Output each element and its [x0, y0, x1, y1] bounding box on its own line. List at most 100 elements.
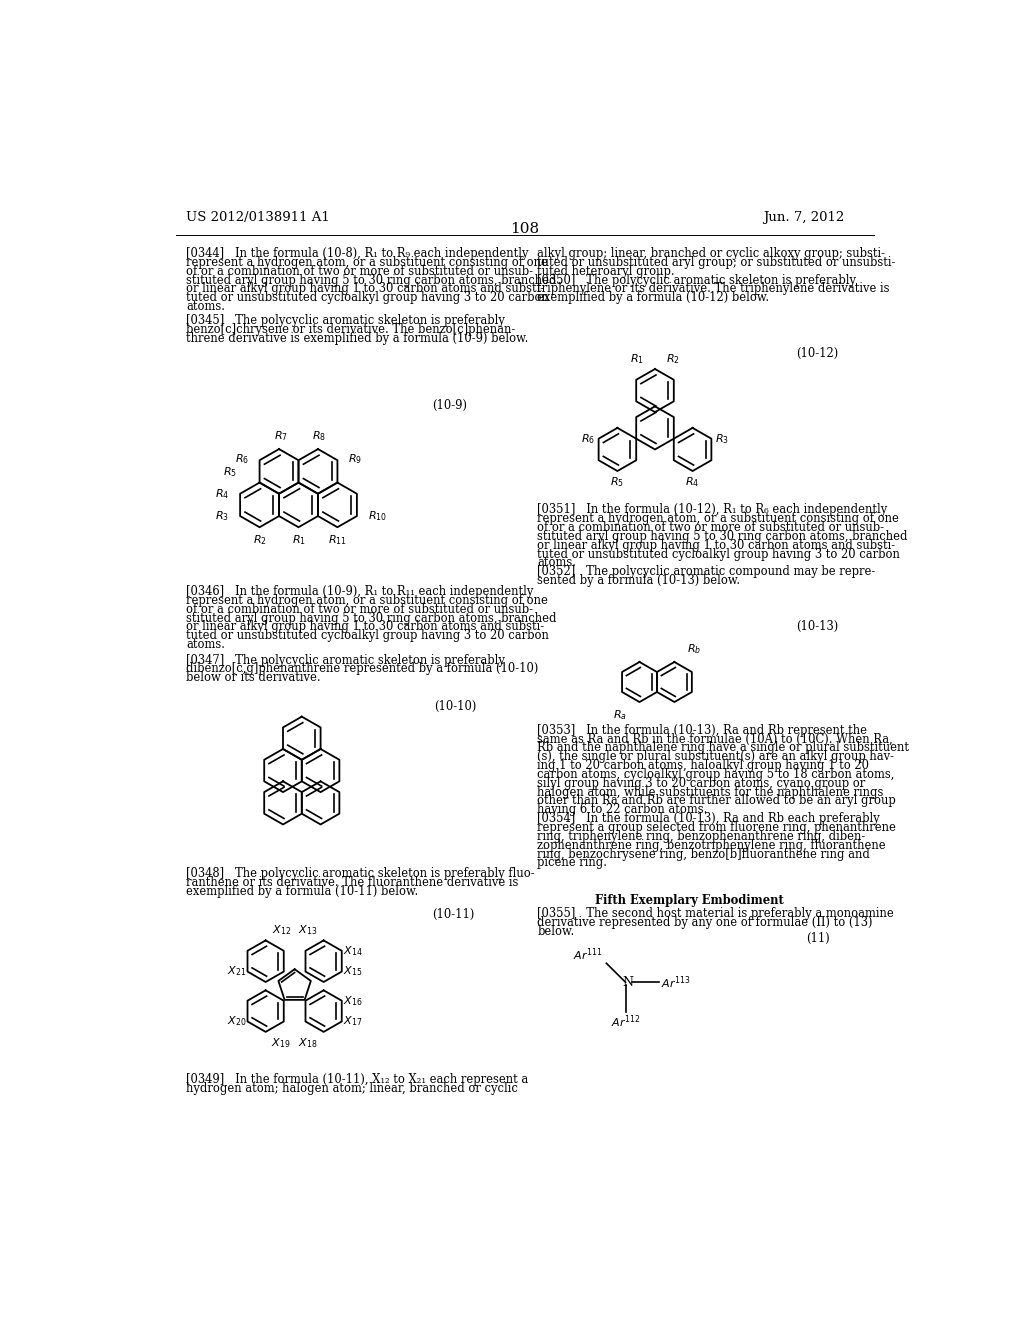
Text: (11): (11) [806, 932, 829, 945]
Text: [0344]   In the formula (10-8), R₁ to R₉ each independently: [0344] In the formula (10-8), R₁ to R₉ e… [186, 247, 528, 260]
Text: $R_5$: $R_5$ [223, 466, 237, 479]
Text: $R_6$: $R_6$ [234, 451, 249, 466]
Text: halogen atom, while substituents for the naphthalene rings: halogen atom, while substituents for the… [538, 785, 884, 799]
Text: carbon atoms, cycloalkyl group having 5 to 18 carbon atoms,: carbon atoms, cycloalkyl group having 5 … [538, 768, 895, 781]
Text: [0352]   The polycyclic aromatic compound may be repre-: [0352] The polycyclic aromatic compound … [538, 565, 876, 578]
Text: tuted or unsubstituted cycloalkyl group having 3 to 20 carbon: tuted or unsubstituted cycloalkyl group … [186, 292, 549, 304]
Text: triphenylene or its derivative. The triphenylene derivative is: triphenylene or its derivative. The trip… [538, 282, 890, 296]
Text: alkyl group; linear, branched or cyclic alkoxy group; substi-: alkyl group; linear, branched or cyclic … [538, 247, 885, 260]
Text: N: N [623, 975, 634, 989]
Text: $R_4$: $R_4$ [685, 475, 699, 488]
Text: [0349]   In the formula (10-11), X₁₂ to X₂₁ each represent a: [0349] In the formula (10-11), X₁₂ to X₂… [186, 1073, 528, 1086]
Text: stituted aryl group having 5 to 30 ring carbon atoms, branched: stituted aryl group having 5 to 30 ring … [538, 529, 907, 543]
Text: $X_{18}$: $X_{18}$ [299, 1036, 317, 1049]
Text: ranthene or its derivative. The fluoranthene derivative is: ranthene or its derivative. The fluorant… [186, 875, 518, 888]
Text: (10-13): (10-13) [796, 620, 839, 634]
Text: $R_3$: $R_3$ [715, 432, 729, 446]
Text: exemplified by a formula (10-11) below.: exemplified by a formula (10-11) below. [186, 884, 419, 898]
Text: $R_9$: $R_9$ [348, 451, 362, 466]
Text: atoms.: atoms. [186, 638, 225, 651]
Text: represent a group selected from fluorene ring, phenanthrene: represent a group selected from fluorene… [538, 821, 896, 834]
Text: $R_5$: $R_5$ [610, 475, 625, 488]
Text: $X_{21}$: $X_{21}$ [226, 965, 246, 978]
Text: picene ring.: picene ring. [538, 857, 607, 870]
Text: $X_{16}$: $X_{16}$ [343, 994, 362, 1007]
Text: below or its derivative.: below or its derivative. [186, 671, 321, 684]
Text: represent a hydrogen atom, or a substituent consisting of one: represent a hydrogen atom, or a substitu… [186, 594, 548, 607]
Text: Jun. 7, 2012: Jun. 7, 2012 [764, 211, 845, 224]
Text: $Ar^{112}$: $Ar^{112}$ [611, 1014, 640, 1031]
Text: below.: below. [538, 924, 574, 937]
Text: same as Ra and Rb in the formulae (10A) to (10C). When Ra,: same as Ra and Rb in the formulae (10A) … [538, 733, 893, 746]
Text: $R_{10}$: $R_{10}$ [368, 510, 387, 523]
Text: [0350]   The polycyclic aromatic skeleton is preferably: [0350] The polycyclic aromatic skeleton … [538, 273, 856, 286]
Text: atoms.: atoms. [186, 300, 225, 313]
Text: [0354]   In the formula (10-13), Ra and Rb each preferably: [0354] In the formula (10-13), Ra and Rb… [538, 812, 880, 825]
Text: exemplified by a formula (10-12) below.: exemplified by a formula (10-12) below. [538, 292, 769, 304]
Text: (s), the single or plural substituent(s) are an alkyl group hav-: (s), the single or plural substituent(s)… [538, 750, 894, 763]
Text: US 2012/0138911 A1: US 2012/0138911 A1 [186, 211, 330, 224]
Text: $R_1$: $R_1$ [292, 533, 305, 548]
Text: tuted heteroaryl group.: tuted heteroaryl group. [538, 264, 675, 277]
Text: $X_{15}$: $X_{15}$ [343, 965, 362, 978]
Text: of or a combination of two or more of substituted or unsub-: of or a combination of two or more of su… [186, 264, 534, 277]
Text: represent a hydrogen atom, or a substituent consisting of one: represent a hydrogen atom, or a substitu… [186, 256, 548, 269]
Text: $X_{19}$: $X_{19}$ [271, 1036, 291, 1049]
Text: $R_{11}$: $R_{11}$ [328, 533, 347, 548]
Text: [0347]   The polycyclic aromatic skeleton is preferably: [0347] The polycyclic aromatic skeleton … [186, 653, 505, 667]
Text: [0353]   In the formula (10-13), Ra and Rb represent the: [0353] In the formula (10-13), Ra and Rb… [538, 723, 867, 737]
Text: (10-10): (10-10) [434, 700, 476, 713]
Text: $Ar^{111}$: $Ar^{111}$ [573, 946, 602, 964]
Text: tuted or unsubstituted cycloalkyl group having 3 to 20 carbon: tuted or unsubstituted cycloalkyl group … [538, 548, 900, 561]
Text: [0348]   The polycyclic aromatic skeleton is preferably fluo-: [0348] The polycyclic aromatic skeleton … [186, 867, 535, 880]
Text: derivative represented by any one of formulae (II) to (13): derivative represented by any one of for… [538, 916, 872, 929]
Text: [0351]   In the formula (10-12), R₁ to R₆ each independently: [0351] In the formula (10-12), R₁ to R₆ … [538, 503, 888, 516]
Text: ing 1 to 20 carbon atoms, haloalkyl group having 1 to 20: ing 1 to 20 carbon atoms, haloalkyl grou… [538, 759, 869, 772]
Text: $R_8$: $R_8$ [312, 429, 327, 444]
Text: hydrogen atom; halogen atom; linear, branched or cyclic: hydrogen atom; halogen atom; linear, bra… [186, 1082, 518, 1096]
Text: $R_7$: $R_7$ [273, 429, 288, 444]
Text: $Ar^{113}$: $Ar^{113}$ [662, 974, 691, 990]
Text: atoms.: atoms. [538, 557, 577, 569]
Text: silyl group having 3 to 20 carbon atoms, cyano group or: silyl group having 3 to 20 carbon atoms,… [538, 776, 865, 789]
Text: $X_{20}$: $X_{20}$ [226, 1015, 246, 1028]
Text: $R_a$: $R_a$ [612, 708, 627, 722]
Text: benzo[c]chrysene or its derivative. The benzo[c]phenan-: benzo[c]chrysene or its derivative. The … [186, 323, 515, 335]
Text: $R_b$: $R_b$ [687, 642, 701, 656]
Text: (10-11): (10-11) [432, 908, 475, 921]
Text: Fifth Exemplary Embodiment: Fifth Exemplary Embodiment [595, 894, 784, 907]
Text: $R_3$: $R_3$ [215, 510, 229, 523]
Text: $R_1$: $R_1$ [630, 352, 644, 366]
Text: (10-9): (10-9) [432, 399, 468, 412]
Text: represent a hydrogen atom, or a substituent consisting of one: represent a hydrogen atom, or a substitu… [538, 512, 899, 525]
Text: stituted aryl group having 5 to 30 ring carbon atoms, branched: stituted aryl group having 5 to 30 ring … [186, 273, 557, 286]
Text: $R_6$: $R_6$ [581, 432, 595, 446]
Text: $X_{12}$: $X_{12}$ [271, 923, 291, 937]
Text: $X_{17}$: $X_{17}$ [343, 1015, 362, 1028]
Text: $X_{13}$: $X_{13}$ [299, 923, 317, 937]
Text: or linear alkyl group having 1 to 30 carbon atoms and substi-: or linear alkyl group having 1 to 30 car… [186, 620, 544, 634]
Text: of or a combination of two or more of substituted or unsub-: of or a combination of two or more of su… [186, 603, 534, 615]
Text: stituted aryl group having 5 to 30 ring carbon atoms, branched: stituted aryl group having 5 to 30 ring … [186, 611, 557, 624]
Text: [0345]   The polycyclic aromatic skeleton is preferably: [0345] The polycyclic aromatic skeleton … [186, 314, 505, 327]
Text: $R_4$: $R_4$ [215, 487, 229, 500]
Text: sented by a formula (10-13) below.: sented by a formula (10-13) below. [538, 574, 740, 587]
Text: threne derivative is exemplified by a formula (10-9) below.: threne derivative is exemplified by a fo… [186, 331, 528, 345]
Text: $R_2$: $R_2$ [253, 533, 266, 548]
Text: ring, benzochrysene ring, benzo[b]fluoranthene ring and: ring, benzochrysene ring, benzo[b]fluora… [538, 847, 870, 861]
Text: of or a combination of two or more of substituted or unsub-: of or a combination of two or more of su… [538, 521, 884, 535]
Text: or linear alkyl group having 1 to 30 carbon atoms and substi-: or linear alkyl group having 1 to 30 car… [538, 539, 895, 552]
Text: [0355]   The second host material is preferably a monoamine: [0355] The second host material is prefe… [538, 907, 894, 920]
Text: (10-12): (10-12) [796, 347, 839, 360]
Text: [0346]   In the formula (10-9), R₁ to R₁₁ each independently: [0346] In the formula (10-9), R₁ to R₁₁ … [186, 585, 534, 598]
Text: ring, triphenylene ring, benzophenanthrene ring, diben-: ring, triphenylene ring, benzophenanthre… [538, 830, 865, 843]
Text: other than Ra and Rb are further allowed to be an aryl group: other than Ra and Rb are further allowed… [538, 795, 896, 808]
Text: having 6 to 22 carbon atoms.: having 6 to 22 carbon atoms. [538, 804, 708, 816]
Text: $R_2$: $R_2$ [666, 352, 680, 366]
Text: zophenanthrene ring, benzotriphenylene ring, fluoranthene: zophenanthrene ring, benzotriphenylene r… [538, 838, 886, 851]
Text: tuted or unsubstituted aryl group; or substituted or unsubsti-: tuted or unsubstituted aryl group; or su… [538, 256, 896, 269]
Text: Rb and the naphthalene ring have a single or plural substituent: Rb and the naphthalene ring have a singl… [538, 742, 909, 754]
Text: dibenzo[c,g]phenanthrene represented by a formula (10-10): dibenzo[c,g]phenanthrene represented by … [186, 663, 539, 676]
Text: $X_{14}$: $X_{14}$ [343, 944, 362, 958]
Text: or linear alkyl group having 1 to 30 carbon atoms and substi-: or linear alkyl group having 1 to 30 car… [186, 282, 544, 296]
